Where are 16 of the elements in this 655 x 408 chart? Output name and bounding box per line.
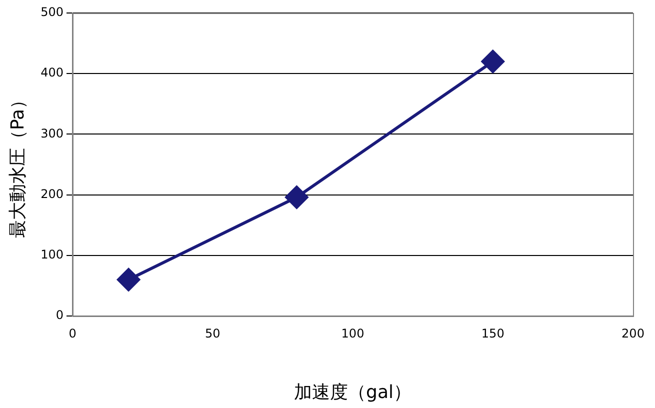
x-tick-label: 50 [204, 326, 220, 340]
y-tick-label: 0 [56, 308, 64, 322]
y-tick-label: 100 [40, 248, 64, 262]
y-tick-label: 400 [40, 66, 64, 80]
y-tick-label: 500 [40, 5, 64, 20]
x-axis-title: 加速度（gal） [294, 382, 412, 403]
point [285, 186, 308, 209]
y-tick-label: 300 [40, 126, 64, 140]
x-tick-label: 150 [481, 326, 504, 340]
point [117, 268, 140, 292]
y-axis-title: 最大動水圧（Pa） [7, 90, 28, 238]
x-tick-label: 100 [341, 326, 364, 340]
y-tick-label: 200 [40, 186, 64, 201]
point [481, 50, 504, 73]
x-tick-label: 200 [622, 326, 644, 340]
x-tick-label: 0 [68, 326, 76, 340]
